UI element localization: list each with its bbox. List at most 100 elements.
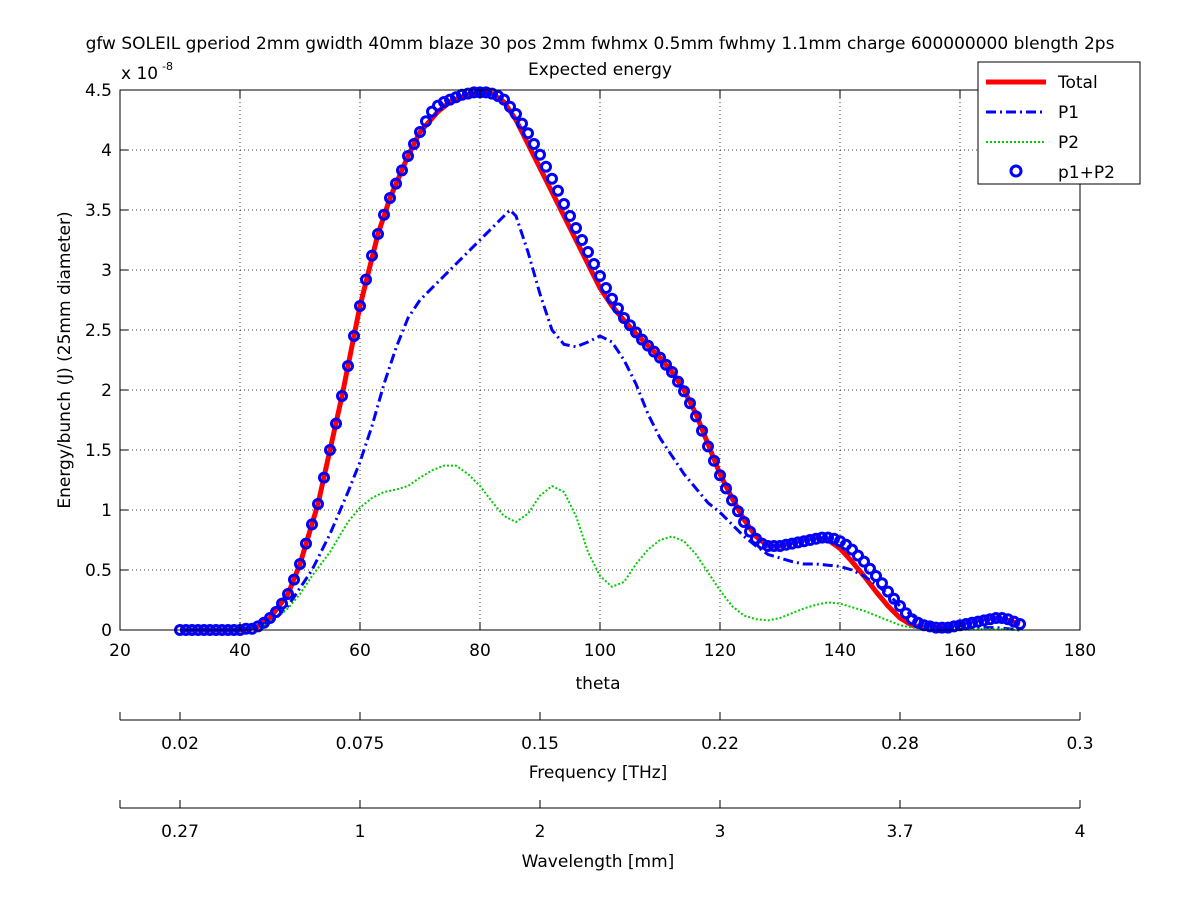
marker-point xyxy=(288,573,300,586)
marker-point xyxy=(1002,613,1014,626)
legend: Total P1 P2 p1+P2 xyxy=(977,61,1141,185)
y-tick-label: 2 xyxy=(101,381,112,401)
marker-point xyxy=(600,282,612,294)
marker-point xyxy=(924,620,936,633)
marker-point xyxy=(606,292,618,305)
marker-point xyxy=(624,319,636,332)
marker-point xyxy=(768,540,780,552)
x-tick-label: 120 xyxy=(704,641,736,661)
marker-point xyxy=(642,339,654,352)
marker-point xyxy=(882,585,894,598)
x-axis-label: theta xyxy=(576,674,621,694)
marker-point xyxy=(462,87,474,100)
marker-point xyxy=(966,616,978,629)
x-tick-label: 40 xyxy=(229,641,251,661)
marker-point xyxy=(450,91,462,104)
marker-point xyxy=(366,249,378,262)
marker-point xyxy=(270,606,282,618)
marker-point xyxy=(378,208,390,221)
series-total xyxy=(180,89,1021,633)
x-tick-label: 20 xyxy=(109,641,131,661)
x-tick-label: 100 xyxy=(584,641,616,661)
wavelength-axis-label: Wavelength [mm] xyxy=(522,852,675,872)
marker-point xyxy=(666,366,678,378)
legend-label-p2: P2 xyxy=(1058,133,1079,153)
marker-point xyxy=(756,537,768,550)
marker-point xyxy=(522,127,534,140)
frequency-axis: 0.02 0.075 0.15 0.22 0.28 0.3 xyxy=(119,712,1094,754)
marker-point xyxy=(480,86,492,99)
secondary-tick-label: 1 xyxy=(355,822,366,842)
marker-point xyxy=(1014,618,1026,630)
marker-point xyxy=(846,543,858,556)
marker-point xyxy=(636,333,648,346)
marker-point xyxy=(798,535,810,548)
marker-point xyxy=(564,210,576,222)
legend-label-total: Total xyxy=(1057,73,1098,93)
marker-point xyxy=(930,621,942,634)
marker-point xyxy=(678,385,690,398)
marker-point xyxy=(912,616,924,629)
marker-point xyxy=(702,440,714,453)
marker-point xyxy=(876,577,888,590)
marker-point xyxy=(828,532,840,545)
y-exponent-power: -8 xyxy=(162,60,173,73)
marker-point xyxy=(996,612,1008,624)
marker-point xyxy=(618,312,630,324)
marker-point xyxy=(894,600,906,612)
marker-point xyxy=(594,270,606,282)
legend-label-p1: P1 xyxy=(1058,103,1079,123)
marker-point xyxy=(402,150,414,162)
marker-point xyxy=(690,410,702,423)
marker-point xyxy=(762,540,774,552)
marker-point xyxy=(552,184,564,197)
marker-point xyxy=(780,538,792,551)
secondary-tick-label: 0.3 xyxy=(1066,734,1093,754)
marker-point xyxy=(864,562,876,575)
marker-point xyxy=(240,622,252,635)
marker-point xyxy=(978,614,990,627)
marker-point xyxy=(306,518,318,531)
marker-point xyxy=(468,86,480,99)
marker-point xyxy=(498,93,510,106)
marker-point xyxy=(576,234,588,246)
marker-point xyxy=(990,612,1002,624)
marker-point xyxy=(654,351,666,364)
marker-point xyxy=(972,615,984,628)
legend-swatch-p1p2 xyxy=(1009,164,1023,178)
secondary-tick-label: 2 xyxy=(535,822,546,842)
marker-point xyxy=(984,613,996,626)
chart-title: gfw SOLEIL gperiod 2mm gwidth 40mm blaze… xyxy=(86,34,1115,54)
secondary-tick-label: 0.22 xyxy=(701,734,739,754)
marker-point xyxy=(648,345,660,358)
marker-point xyxy=(960,618,972,630)
secondary-tick-label: 0.075 xyxy=(336,734,385,754)
secondary-tick-label: 0.02 xyxy=(161,734,199,754)
x-tick-label: 80 xyxy=(469,641,491,661)
y-exponent-base: x 10 xyxy=(121,64,158,84)
marker-point xyxy=(348,330,360,342)
y-tick-label: 4.5 xyxy=(85,81,112,101)
marker-point xyxy=(588,258,600,270)
marker-point xyxy=(360,273,372,286)
marker-point xyxy=(444,93,456,106)
marker-point xyxy=(786,537,798,550)
x-tick-label: 180 xyxy=(1064,641,1096,661)
y-tick-label: 0.5 xyxy=(85,561,112,581)
marker-point xyxy=(792,536,804,549)
marker-point xyxy=(708,454,720,467)
marker-point xyxy=(672,375,684,388)
y-tick-label: 1.5 xyxy=(85,441,112,461)
marker-point xyxy=(948,620,960,633)
marker-point xyxy=(738,516,750,528)
marker-point xyxy=(822,531,834,544)
x-tick-label: 140 xyxy=(824,641,856,661)
marker-point xyxy=(720,482,732,495)
marker-point xyxy=(354,300,366,312)
marker-point xyxy=(870,570,882,582)
frequency-axis-label: Frequency [THz] xyxy=(529,763,668,783)
marker-point xyxy=(816,531,828,544)
marker-point xyxy=(714,469,726,482)
marker-point xyxy=(324,444,336,456)
marker-point xyxy=(390,177,402,190)
